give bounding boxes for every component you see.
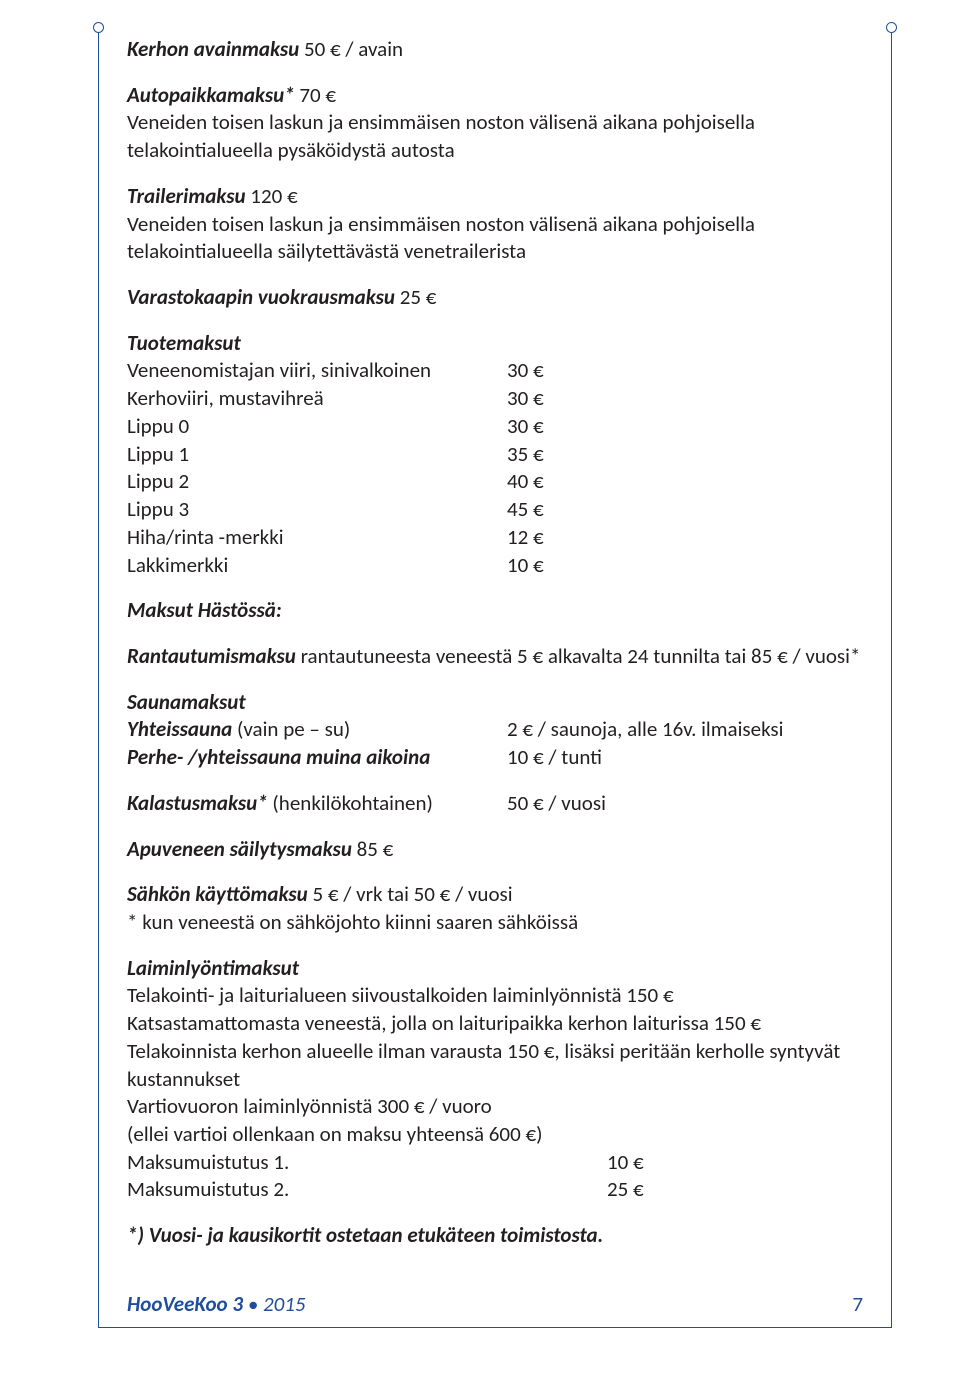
page-footer: HooVeeKoo 3 • 2015 7 <box>99 1291 891 1317</box>
parking-block: Autopaikkamaksu* 70 € Veneiden toisen la… <box>127 82 863 165</box>
product-row: Lippu 135 € <box>127 441 863 469</box>
product-row: Lippu 345 € <box>127 496 863 524</box>
products-title: Tuotemaksut <box>127 330 863 358</box>
landing-line: Rantautumismaksu rantautuneesta veneestä… <box>127 643 863 671</box>
trailer-block: Trailerimaksu 120 € Veneiden toisen lask… <box>127 183 863 266</box>
reminder2-price: 25 € <box>607 1176 644 1204</box>
aux-boat-line: Apuveneen säilytysmaksu 85 € <box>127 836 863 864</box>
footer-left: HooVeeKoo 3 • 2015 <box>127 1291 306 1317</box>
product-row: Lippu 030 € <box>127 413 863 441</box>
sauna-shared-note: (vain pe – su) <box>232 716 350 742</box>
aux-boat-label: Apuveneen säilytysmaksu <box>127 836 352 862</box>
sauna-title: Saunamaksut <box>127 689 863 717</box>
fishing-row: Kalastusmaksu* (henkilökohtainen) 50 € /… <box>127 790 863 818</box>
parking-desc: Veneiden toisen laskun ja ensimmäisen no… <box>127 109 863 164</box>
fishing-left: Kalastusmaksu* (henkilökohtainen) <box>127 790 507 818</box>
product-row: Hiha/rinta -merkki12 € <box>127 524 863 552</box>
power-note: * kun veneestä on sähköjohto kiinni saar… <box>127 909 863 937</box>
sauna-shared-row: Yhteissauna (vain pe – su) 2 € / saunoja… <box>127 716 863 744</box>
trailer-value: 120 € <box>250 183 297 209</box>
sauna-shared-label: Yhteissauna <box>127 716 232 742</box>
product-label: Lippu 0 <box>127 413 507 441</box>
power-block: Sähkön käyttömaksu 5 € / vrk tai 50 € / … <box>127 881 863 936</box>
reminder2-label: Maksumuistutus 2. <box>127 1176 607 1204</box>
product-label: Kerhoviiri, mustavihreä <box>127 385 507 413</box>
power-value: 5 € / vrk tai 50 € / vuosi <box>308 881 513 907</box>
product-price: 12 € <box>507 524 544 552</box>
product-row: Lippu 240 € <box>127 468 863 496</box>
key-fee-label: Kerhon avainmaksu <box>127 36 299 62</box>
fishing-label: Kalastusmaksu* <box>127 790 268 816</box>
sauna-family-label: Perhe- /yhteissauna muina aikoina <box>127 744 507 772</box>
landing-label: Rantautumismaksu <box>127 643 296 669</box>
product-label: Lippu 1 <box>127 441 507 469</box>
reminder1-price: 10 € <box>607 1149 644 1177</box>
products-block: Tuotemaksut Veneenomistajan viiri, siniv… <box>127 330 863 579</box>
product-row: Lakkimerkki10 € <box>127 552 863 580</box>
reminder1-row: Maksumuistutus 1. 10 € <box>127 1149 863 1177</box>
product-label: Lippu 2 <box>127 468 507 496</box>
trailer-label: Trailerimaksu <box>127 183 246 209</box>
product-price: 30 € <box>507 385 544 413</box>
storage-label: Varastokaapin vuokrausmaksu <box>127 284 395 310</box>
product-label: Hiha/rinta -merkki <box>127 524 507 552</box>
product-price: 45 € <box>507 496 544 524</box>
key-fee-line: Kerhon avainmaksu 50 € / avain <box>127 36 863 64</box>
product-price: 30 € <box>507 357 544 385</box>
sauna-block: Saunamaksut Yhteissauna (vain pe – su) 2… <box>127 689 863 772</box>
ring-decor-right <box>886 22 897 33</box>
footnote: *) Vuosi- ja kausikortit ostetaan etukät… <box>127 1222 863 1250</box>
footer-year: 2015 <box>263 1291 306 1317</box>
fishing-price: 50 € / vuosi <box>507 790 606 818</box>
fishing-note: (henkilökohtainen) <box>268 790 433 816</box>
hasto-title: Maksut Hästössä: <box>127 597 863 625</box>
neglect-line: Telakointi- ja laiturialueen siivoustalk… <box>127 982 863 1010</box>
aux-boat-value: 85 € <box>357 836 394 862</box>
sauna-family-row: Perhe- /yhteissauna muina aikoina 10 € /… <box>127 744 863 772</box>
landing-desc: rantautuneesta veneestä 5 € alkavalta 24… <box>296 643 861 669</box>
neglect-line: (ellei vartioi ollenkaan on maksu yhteen… <box>127 1121 863 1149</box>
neglect-title: Laiminlyöntimaksut <box>127 955 863 983</box>
product-price: 40 € <box>507 468 544 496</box>
product-price: 10 € <box>507 552 544 580</box>
product-row: Kerhoviiri, mustavihreä30 € <box>127 385 863 413</box>
product-row: Veneenomistajan viiri, sinivalkoinen30 € <box>127 357 863 385</box>
product-price: 30 € <box>507 413 544 441</box>
parking-label: Autopaikkamaksu* <box>127 82 295 108</box>
neglect-block: Laiminlyöntimaksut Telakointi- ja laitur… <box>127 955 863 1204</box>
neglect-line: Vartiovuoron laiminlyönnistä 300 € / vuo… <box>127 1093 863 1121</box>
product-label: Lakkimerkki <box>127 552 507 580</box>
neglect-line: Telakoinnista kerhon alueelle ilman vara… <box>127 1038 863 1093</box>
power-label: Sähkön käyttömaksu <box>127 881 308 907</box>
content-frame: Kerhon avainmaksu 50 € / avain Autopaikk… <box>98 28 892 1328</box>
storage-value: 25 € <box>400 284 437 310</box>
footer-title: HooVeeKoo 3 <box>127 1291 243 1317</box>
parking-value: 70 € <box>299 82 336 108</box>
page: Kerhon avainmaksu 50 € / avain Autopaikk… <box>0 0 960 1378</box>
sauna-family-price: 10 € / tunti <box>507 744 602 772</box>
neglect-line: Katsastamattomasta veneestä, jolla on la… <box>127 1010 863 1038</box>
key-fee-value: 50 € / avain <box>304 36 403 62</box>
trailer-desc: Veneiden toisen laskun ja ensimmäisen no… <box>127 211 863 266</box>
storage-line: Varastokaapin vuokrausmaksu 25 € <box>127 284 863 312</box>
product-price: 35 € <box>507 441 544 469</box>
reminder2-row: Maksumuistutus 2. 25 € <box>127 1176 863 1204</box>
ring-decor-left <box>93 22 104 33</box>
product-label: Lippu 3 <box>127 496 507 524</box>
sauna-shared-left: Yhteissauna (vain pe – su) <box>127 716 507 744</box>
sauna-shared-price: 2 € / saunoja, alle 16v. ilmaiseksi <box>507 716 783 744</box>
reminder1-label: Maksumuistutus 1. <box>127 1149 607 1177</box>
product-label: Veneenomistajan viiri, sinivalkoinen <box>127 357 507 385</box>
page-number: 7 <box>852 1291 863 1317</box>
fishing-block: Kalastusmaksu* (henkilökohtainen) 50 € /… <box>127 790 863 818</box>
footer-sep: • <box>243 1291 263 1317</box>
